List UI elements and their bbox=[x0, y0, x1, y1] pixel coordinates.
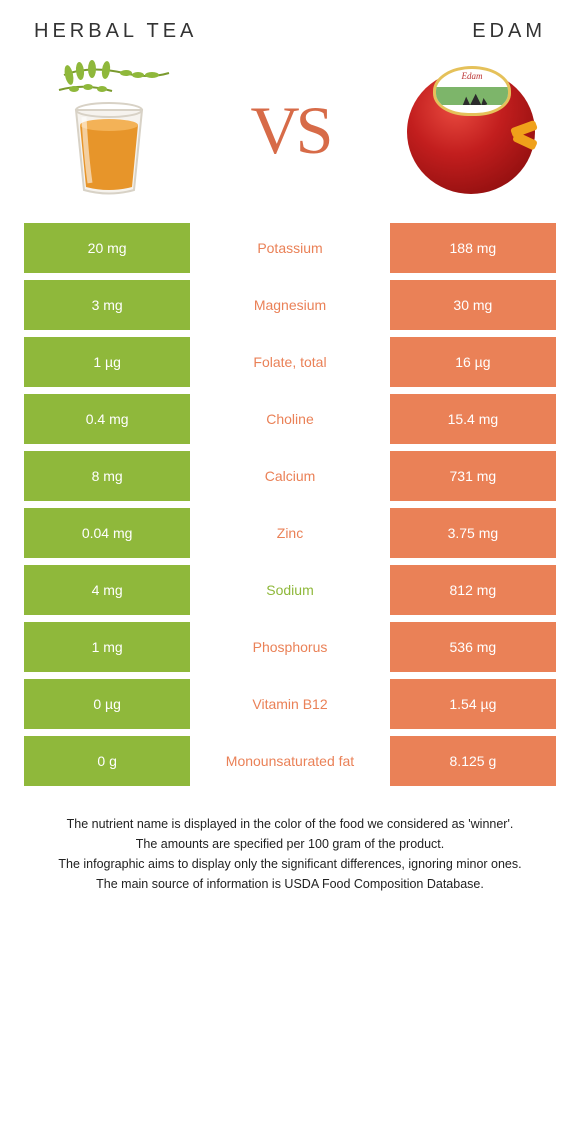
right-value: 8.125 g bbox=[390, 736, 556, 786]
left-value: 3 mg bbox=[24, 280, 190, 330]
nutrient-label: Choline bbox=[190, 394, 390, 444]
left-value: 0 µg bbox=[24, 679, 190, 729]
table-row: 0.4 mgCholine15.4 mg bbox=[24, 394, 556, 444]
left-value: 1 µg bbox=[24, 337, 190, 387]
vs-text: VS bbox=[251, 91, 330, 170]
footer-line-2: The amounts are specified per 100 gram o… bbox=[30, 834, 550, 854]
nutrient-label: Potassium bbox=[190, 223, 390, 273]
table-row: 1 mgPhosphorus536 mg bbox=[24, 622, 556, 672]
nutrient-label: Sodium bbox=[190, 565, 390, 615]
right-value: 812 mg bbox=[390, 565, 556, 615]
left-value: 0.04 mg bbox=[24, 508, 190, 558]
table-row: 20 mgPotassium188 mg bbox=[24, 223, 556, 273]
right-value: 536 mg bbox=[390, 622, 556, 672]
right-value: 16 µg bbox=[390, 337, 556, 387]
right-value: 188 mg bbox=[390, 223, 556, 273]
left-value: 4 mg bbox=[24, 565, 190, 615]
footer-line-3: The infographic aims to display only the… bbox=[30, 854, 550, 874]
table-row: 0 µgVitamin B121.54 µg bbox=[24, 679, 556, 729]
right-value: 3.75 mg bbox=[390, 508, 556, 558]
right-value: 731 mg bbox=[390, 451, 556, 501]
table-row: 0 gMonounsaturated fat8.125 g bbox=[24, 736, 556, 786]
table-row: 4 mgSodium812 mg bbox=[24, 565, 556, 615]
right-value: 1.54 µg bbox=[390, 679, 556, 729]
table-row: 3 mgMagnesium30 mg bbox=[24, 280, 556, 330]
nutrient-label: Magnesium bbox=[190, 280, 390, 330]
edam-cheese-icon: Edam bbox=[401, 60, 541, 200]
title-row: HERBAL TEA EDAM bbox=[24, 20, 556, 47]
hero-row: VS Edam bbox=[24, 47, 556, 223]
table-row: 1 µgFolate, total16 µg bbox=[24, 337, 556, 387]
left-value: 1 mg bbox=[24, 622, 190, 672]
herbal-tea-image bbox=[34, 55, 184, 205]
nutrient-label: Calcium bbox=[190, 451, 390, 501]
nutrient-label: Vitamin B12 bbox=[190, 679, 390, 729]
nutrient-label: Monounsaturated fat bbox=[190, 736, 390, 786]
left-value: 0.4 mg bbox=[24, 394, 190, 444]
footer-notes: The nutrient name is displayed in the co… bbox=[24, 814, 556, 894]
left-value: 20 mg bbox=[24, 223, 190, 273]
nutrient-label: Zinc bbox=[190, 508, 390, 558]
edam-label-text: Edam bbox=[436, 71, 508, 81]
nutrient-label: Phosphorus bbox=[190, 622, 390, 672]
title-right: EDAM bbox=[472, 20, 546, 43]
edam-image: Edam bbox=[396, 55, 546, 205]
right-value: 15.4 mg bbox=[390, 394, 556, 444]
infographic-root: HERBAL TEA EDAM bbox=[0, 0, 580, 924]
left-value: 8 mg bbox=[24, 451, 190, 501]
nutrient-table: 20 mgPotassium188 mg 3 mgMagnesium30 mg 1 … bbox=[24, 223, 556, 786]
tea-glass-icon bbox=[34, 55, 184, 205]
title-left: HERBAL TEA bbox=[34, 20, 197, 43]
nutrient-label: Folate, total bbox=[190, 337, 390, 387]
right-value: 30 mg bbox=[390, 280, 556, 330]
table-row: 8 mgCalcium731 mg bbox=[24, 451, 556, 501]
footer-line-1: The nutrient name is displayed in the co… bbox=[30, 814, 550, 834]
left-value: 0 g bbox=[24, 736, 190, 786]
table-row: 0.04 mgZinc3.75 mg bbox=[24, 508, 556, 558]
footer-line-4: The main source of information is USDA F… bbox=[30, 874, 550, 894]
